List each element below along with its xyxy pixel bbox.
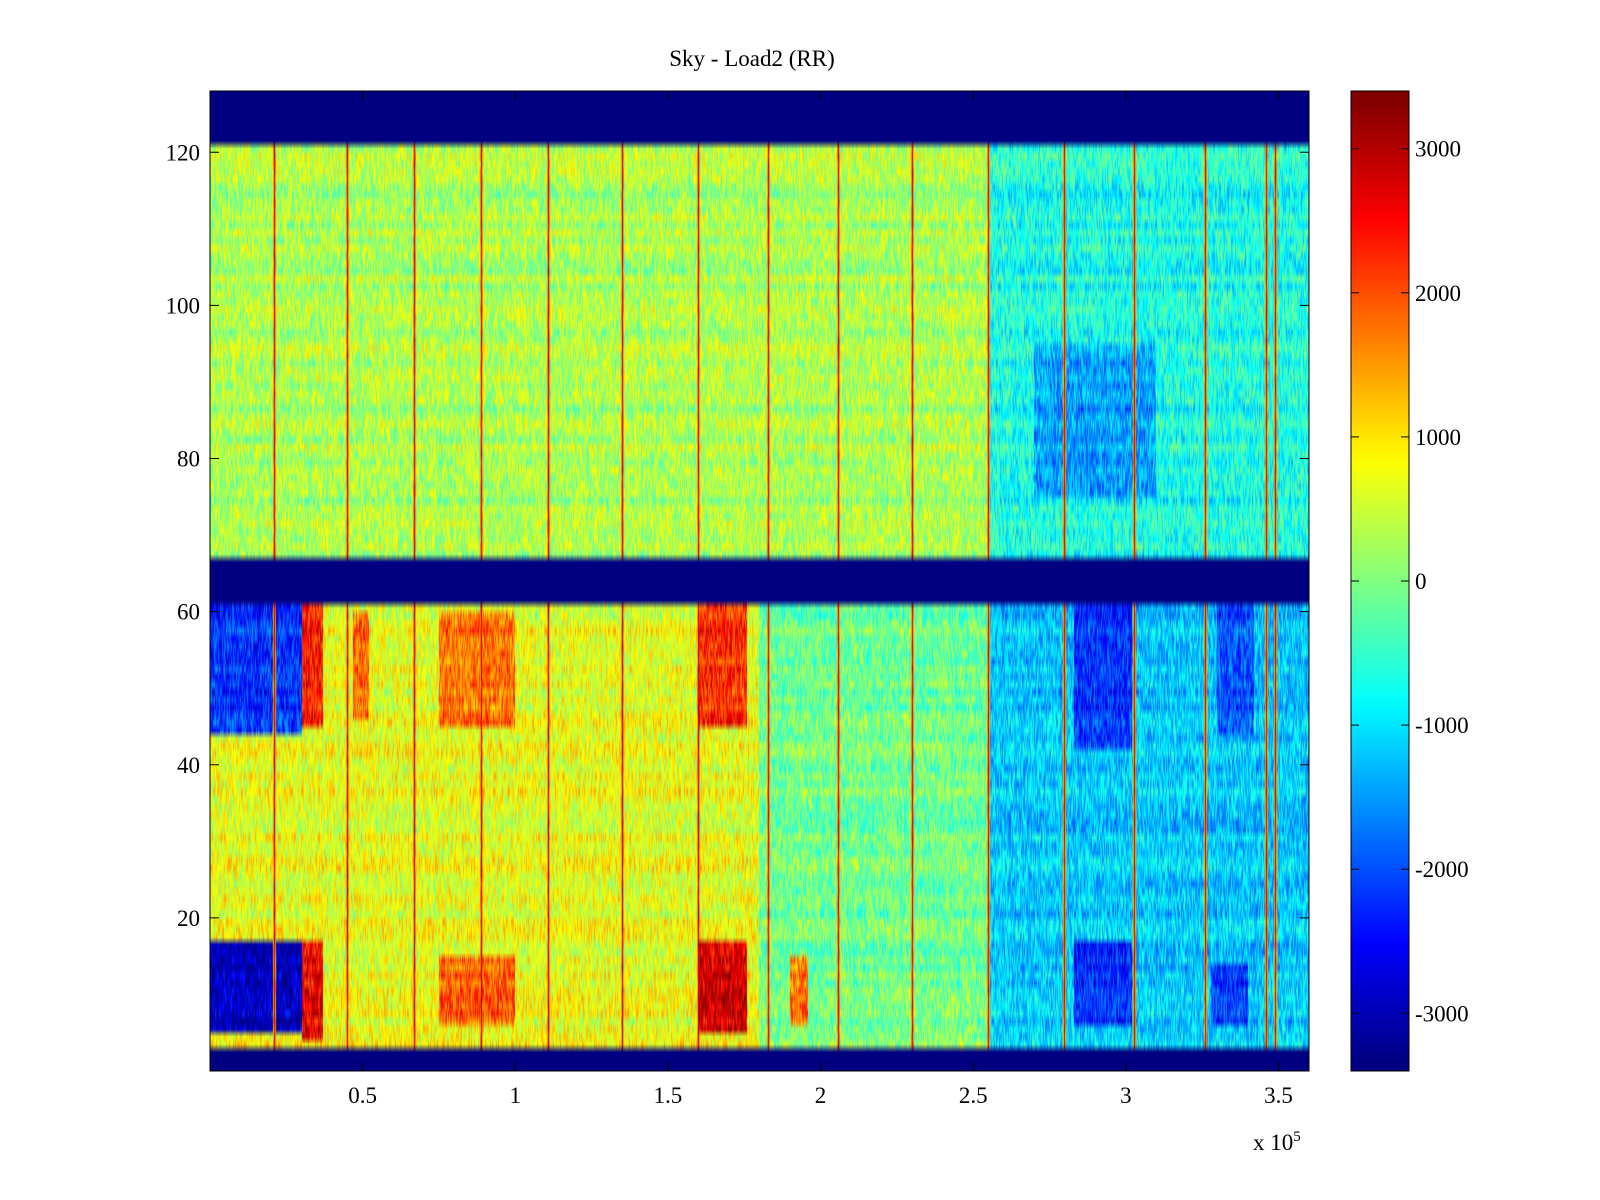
chart-title: Sky - Load2 (RR) — [669, 46, 834, 71]
x-tick-label: 0.5 — [348, 1083, 377, 1108]
colorbar-tick-label: 2000 — [1415, 281, 1461, 306]
y-tick-label: 60 — [177, 600, 200, 625]
heatmap-plot-area — [210, 91, 1309, 1071]
colorbar-tick-label: 0 — [1415, 569, 1427, 594]
y-tick-label: 80 — [177, 447, 200, 472]
x-tick-label: 3.5 — [1264, 1083, 1293, 1108]
colorbar-ticks: 3000 2000 1000 0 -1000 -2000 -3000 — [1351, 137, 1469, 1026]
colorbar-tick-label: -2000 — [1415, 857, 1469, 882]
colorbar-tick-label: -1000 — [1415, 713, 1469, 738]
colorbar: 3000 2000 1000 0 -1000 -2000 -3000 — [1350, 90, 1469, 1072]
heatmap-image — [210, 91, 1309, 1071]
x-multiplier-exponent: 5 — [1293, 1129, 1301, 1145]
x-tick-label: 2.5 — [959, 1083, 988, 1108]
x-tick-label: 1 — [510, 1083, 522, 1108]
colorbar-gradient — [1351, 91, 1409, 1071]
y-tick-label: 120 — [166, 140, 201, 165]
y-axis: 20 40 60 80 100 120 — [166, 140, 1309, 931]
y-tick-label: 40 — [177, 753, 200, 778]
plot-frame — [209, 90, 1310, 1072]
y-tick-label: 20 — [177, 906, 200, 931]
x-multiplier: x 105 — [1253, 1129, 1301, 1155]
colorbar-tick-label: -3000 — [1415, 1001, 1469, 1026]
colorbar-tick-label: 1000 — [1415, 425, 1461, 450]
y-tick-label: 100 — [166, 293, 201, 318]
colorbar-tick-label: 3000 — [1415, 137, 1461, 162]
x-tick-label: 3 — [1120, 1083, 1132, 1108]
x-tick-label: 1.5 — [654, 1083, 683, 1108]
x-multiplier-base: x 10 — [1253, 1130, 1293, 1155]
x-tick-label: 2 — [815, 1083, 827, 1108]
x-axis: 0.5 1 1.5 2 2.5 3 3.5 — [348, 91, 1293, 1108]
